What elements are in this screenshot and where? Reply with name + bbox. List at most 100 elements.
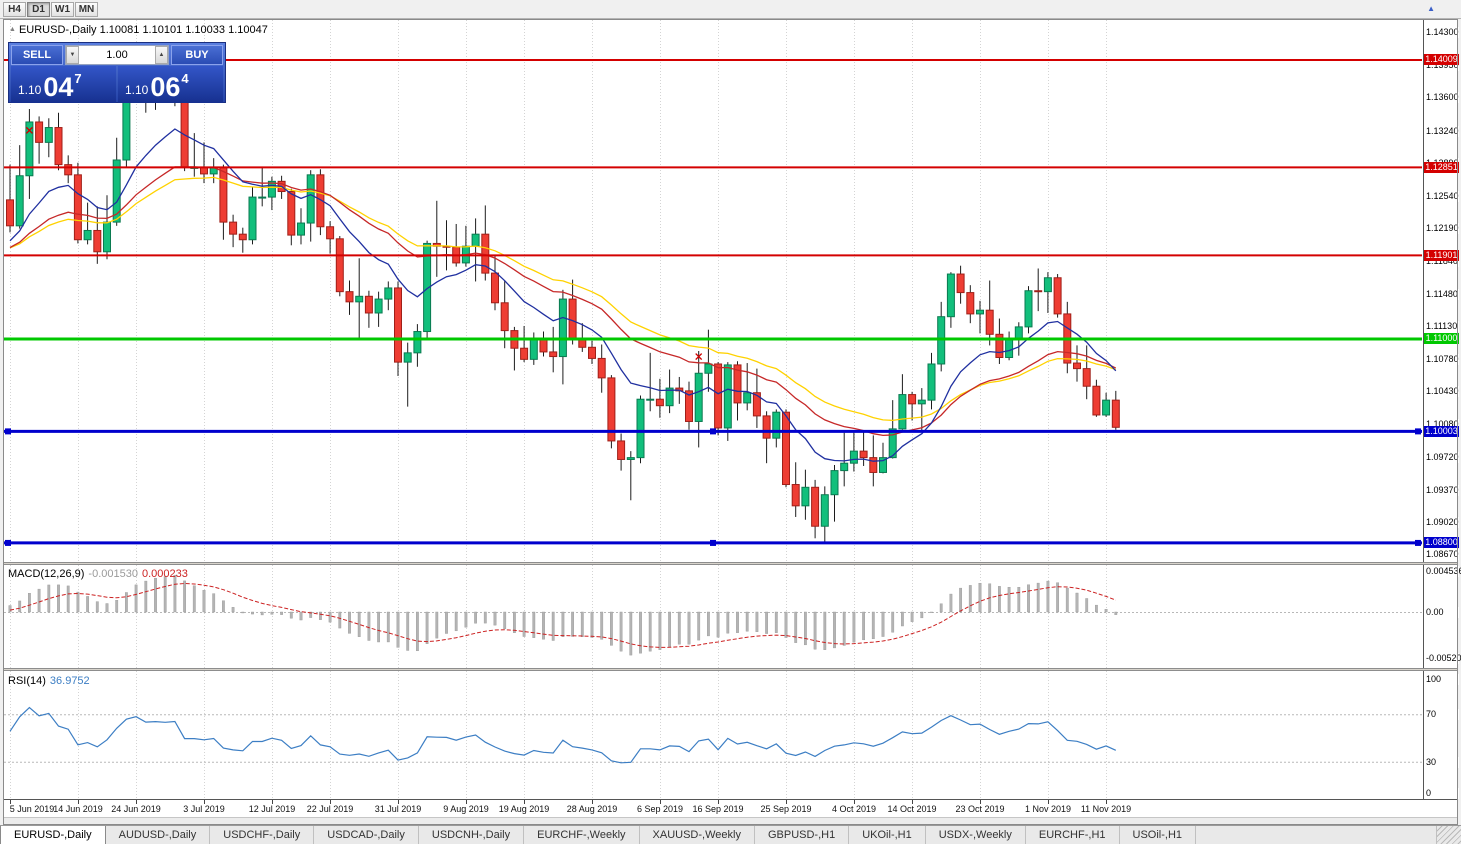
timeframe-button-w1[interactable]: W1 [51,1,74,17]
hline-handle[interactable] [1415,539,1421,546]
buy-price-button[interactable]: 1.10 06 4 [118,66,223,103]
hline-price-label: 1.14009 [1424,54,1459,65]
one-click-trade-panel: SELL ▼ 1.00 ▲ BUY 1.10 04 7 1.10 06 4 [8,42,226,103]
hline-handle[interactable] [710,539,716,546]
sell-price-big: 04 [43,72,74,102]
chart-tab-ukoil-h1[interactable]: UKOil-,H1 [849,826,926,844]
chart-tab-usdcad-daily[interactable]: USDCAD-,Daily [314,826,419,844]
price-tick-label: 1.09720 [1426,452,1459,463]
price-tick-label: 1.09020 [1426,517,1459,528]
price-tick-label: 1.10430 [1426,386,1459,397]
hline-price-label: 1.12851 [1424,162,1459,173]
toolbar-scroll-up-icon[interactable]: ▲ [1427,4,1435,13]
resize-grip-icon[interactable] [1436,826,1461,844]
volume-increase-icon[interactable]: ▲ [155,46,168,64]
panel-separator[interactable] [4,668,1458,671]
hline-handle[interactable] [710,428,716,435]
chart-tab-usdx-weekly[interactable]: USDX-,Weekly [926,826,1026,844]
chart-title-ohlc: 1.10081 1.10101 1.10033 1.10047 [99,24,268,36]
sell-button[interactable]: SELL [11,45,63,65]
price-tick-label: 1.08670 [1426,549,1459,560]
price-axis-border [1423,20,1424,800]
chart-tab-audusd-daily[interactable]: AUDUSD-,Daily [106,826,211,844]
price-tick-label: 1.10080 [1426,419,1459,430]
timeframe-button-d1[interactable]: D1 [27,1,50,17]
chart-tab-eurchf-h1[interactable]: EURCHF-,H1 [1026,826,1120,844]
chart-tab-usdcnh-daily[interactable]: USDCNH-,Daily [419,826,525,844]
rsi-indicator-label: RSI(14) 36.9752 [8,675,90,687]
rsi-value: 36.9752 [49,675,90,687]
hline-price-label: 1.11000 [1424,333,1459,344]
chart-tab-usdchf-daily[interactable]: USDCHF-,Daily [210,826,315,844]
rsi-axis-label: 0 [1426,788,1459,799]
timeframe-buttons: H4 D1 W1 MN [3,1,99,17]
macd-signal-line [9,582,1116,648]
date-tick-label: 31 Jul 2019 [374,804,422,814]
hline-price-label: 1.10003 [1424,426,1459,437]
date-tick-label: 28 Aug 2019 [566,804,618,814]
rsi-axis-label: 100 [1426,674,1459,685]
trade-marker-icon [25,126,33,134]
chart-tab-bar: EURUSD-,Daily AUDUSD-,Daily USDCHF-,Daily U… [0,825,1461,844]
date-tick-label: 12 Jul 2019 [248,804,296,814]
sell-price-button[interactable]: 1.10 04 7 [11,66,116,103]
grid-layer [10,20,1107,804]
price-tick-label: 1.09370 [1426,485,1459,496]
macd-axis-label: 0.004536 [1426,566,1461,577]
date-tick-label: 5 Jun 2019 [9,804,55,814]
ma-12-line [9,128,1117,462]
date-tick-label: 6 Sep 2019 [636,804,684,814]
buy-price-prefix: 1.10 [125,83,149,97]
date-axis-border [4,799,1458,800]
date-tick-label: 3 Jul 2019 [183,804,225,814]
rsi-title: RSI(14) [8,675,46,687]
date-tick-label: 25 Sep 2019 [760,804,812,814]
date-tick-label: 9 Aug 2019 [443,804,489,814]
price-tick-label: 1.10780 [1426,354,1459,365]
buy-button[interactable]: BUY [171,45,223,65]
date-tick-label: 4 Oct 2019 [831,804,877,814]
ma-34-line [9,176,1117,422]
chart-tabs: EURUSD-,Daily AUDUSD-,Daily USDCHF-,Daily U… [0,826,1197,844]
chart-tab-eurusd-daily[interactable]: EURUSD-,Daily [0,826,106,844]
horizontal-scrollbar[interactable] [4,817,1458,824]
macd-axis-label: -0.00520 [1426,653,1461,664]
sell-price-sup: 7 [74,71,82,86]
date-tick-label: 19 Aug 2019 [498,804,550,814]
price-tick-label: 1.12190 [1426,223,1459,234]
macd-main-value: -0.001530 [88,568,138,580]
volume-field: ▼ 1.00 ▲ [65,45,169,65]
chart-tab-eurchf-weekly[interactable]: EURCHF-,Weekly [524,826,640,844]
buy-price-sup: 4 [181,71,189,86]
chart-tab-gbpusd-h1[interactable]: GBPUSD-,H1 [755,826,850,844]
date-tick-label: 1 Nov 2019 [1024,804,1072,814]
timeframe-button-mn[interactable]: MN [75,1,98,17]
volume-input[interactable]: 1.00 [106,49,128,61]
timeframe-button-h4[interactable]: H4 [3,1,26,17]
hlines-layer[interactable] [4,58,1422,546]
chart-title: ▲ EURUSD-,Daily 1.10081 1.10101 1.10033 1… [9,24,268,36]
panel-separator[interactable] [4,562,1458,565]
macd-signal-value: 0.000233 [141,568,188,580]
hline-handle[interactable] [5,539,11,546]
chart-tab-usoil-h1[interactable]: USOil-,H1 [1120,826,1197,844]
chart-marker-icon: ▲ [9,26,16,33]
price-tick-label: 1.12540 [1426,191,1459,202]
date-tick-label: 24 Jun 2019 [111,804,161,814]
hline-handle[interactable] [5,428,11,435]
chart-tab-xauusd-weekly[interactable]: XAUUSD-,Weekly [640,826,755,844]
price-tick-label: 1.14300 [1426,27,1459,38]
timeframe-toolbar: H4 D1 W1 MN ▲ [0,0,1461,19]
candles-layer [6,60,1120,544]
macd-layer [4,574,1422,656]
hline-handle[interactable] [1415,428,1421,435]
date-tick-label: 16 Sep 2019 [692,804,744,814]
chart-title-symbol: EURUSD-,Daily [18,24,97,36]
hline-price-label: 1.08800 [1424,537,1459,548]
volume-decrease-icon[interactable]: ▼ [66,46,79,64]
macd-axis-label: 0.00 [1426,607,1459,618]
date-tick-label: 22 Jul 2019 [306,804,354,814]
date-tick-label: 23 Oct 2019 [955,804,1005,814]
rsi-line [9,706,1117,764]
